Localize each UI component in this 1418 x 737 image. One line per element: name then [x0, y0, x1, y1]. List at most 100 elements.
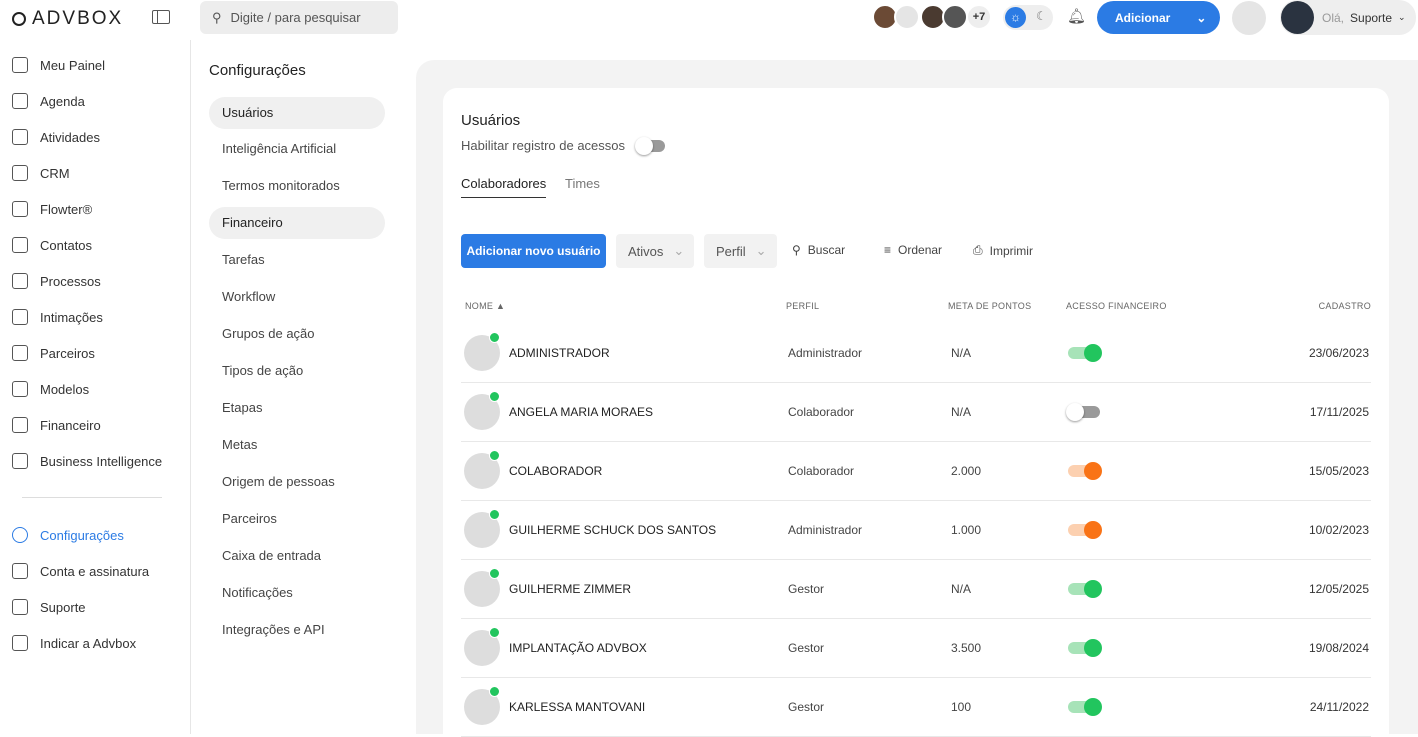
- nav-icon: [12, 237, 28, 253]
- sidebar-item[interactable]: Flowter®: [12, 201, 92, 217]
- avatar: [894, 4, 920, 30]
- nav-icon: [12, 453, 28, 469]
- sidebar-item[interactable]: Indicar a Advbox: [12, 635, 136, 651]
- access-log-toggle[interactable]: [635, 137, 665, 155]
- logo[interactable]: ADVBOX: [12, 8, 123, 30]
- financial-access-toggle[interactable]: [1068, 344, 1102, 362]
- table-row[interactable]: GUILHERME SCHUCK DOS SANTOS Administrado…: [461, 501, 1371, 560]
- access-log-label: Habilitar registro de acessos: [461, 138, 626, 153]
- financial-access-toggle[interactable]: [1068, 698, 1102, 716]
- settings-item[interactable]: Notificações: [222, 585, 293, 600]
- search-icon: ⚲: [212, 9, 222, 25]
- nav-icon: [12, 165, 28, 181]
- settings-item[interactable]: Etapas: [222, 400, 263, 415]
- nav-icon: [12, 599, 28, 615]
- online-status-icon: [489, 509, 500, 520]
- printer-icon: ⎙: [973, 243, 983, 257]
- nav-icon: [12, 93, 28, 109]
- table-row[interactable]: ANGELA MARIA MORAES Colaborador N/A 17/1…: [461, 383, 1371, 442]
- team-avatars[interactable]: +7: [872, 0, 992, 34]
- status-filter[interactable]: Ativos ⌄: [616, 234, 694, 268]
- sidebar-item[interactable]: Modelos: [12, 381, 89, 397]
- search-icon: ⚲: [792, 243, 801, 257]
- table-row[interactable]: GUILHERME ZIMMER Gestor N/A 12/05/2025: [461, 560, 1371, 619]
- add-button[interactable]: Adicionar ⌄: [1097, 1, 1220, 34]
- avatar: [942, 4, 968, 30]
- online-status-icon: [489, 568, 500, 579]
- settings-item[interactable]: Integrações e API: [222, 622, 325, 637]
- sidebar-item[interactable]: Agenda: [12, 93, 85, 109]
- sort-asc-icon: ▲: [496, 301, 506, 311]
- settings-item[interactable]: Origem de pessoas: [222, 474, 335, 489]
- moon-icon: ☾: [1036, 9, 1047, 23]
- logo-icon: [12, 12, 26, 26]
- settings-item[interactable]: Tipos de ação: [222, 363, 304, 378]
- app-switcher-icon[interactable]: [1232, 1, 1266, 35]
- nav-icon: [12, 129, 28, 145]
- search-input[interactable]: ⚲ Digite / para pesquisar: [200, 1, 398, 34]
- settings-item[interactable]: Usuários: [209, 97, 385, 129]
- page-title: Usuários: [461, 112, 521, 129]
- tab-times[interactable]: Times: [565, 176, 600, 191]
- table-row[interactable]: IMPLANTAÇÃO ADVBOX Gestor 3.500 19/08/20…: [461, 619, 1371, 678]
- settings-item[interactable]: Workflow: [222, 289, 276, 304]
- nav-icon: [12, 381, 28, 397]
- sidebar-item[interactable]: CRM: [12, 165, 70, 181]
- avatar: [872, 4, 898, 30]
- sidebar-item[interactable]: Conta e assinatura: [12, 563, 149, 579]
- column-nome[interactable]: NOME ▲: [465, 301, 506, 311]
- table-row[interactable]: KARLESSA MANTOVANI Gestor 100 24/11/2022: [461, 678, 1371, 737]
- avatar: [920, 4, 946, 30]
- print-button[interactable]: ⎙ Imprimir: [973, 243, 1033, 258]
- table-row[interactable]: COLABORADOR Colaborador 2.000 15/05/2023: [461, 442, 1371, 501]
- users-card: [443, 88, 1389, 734]
- settings-item[interactable]: Tarefas: [222, 252, 265, 267]
- settings-item[interactable]: Inteligência Artificial: [222, 141, 337, 156]
- financial-access-toggle[interactable]: [1068, 462, 1102, 480]
- financial-access-toggle[interactable]: [1068, 580, 1102, 598]
- settings-item[interactable]: Termos monitorados: [222, 178, 340, 193]
- sidebar-item[interactable]: Contatos: [12, 237, 92, 253]
- settings-item[interactable]: Metas: [222, 437, 258, 452]
- sidebar-item[interactable]: Business Intelligence: [12, 453, 162, 469]
- sidebar-item[interactable]: Financeiro: [12, 417, 101, 433]
- sidebar-item[interactable]: Atividades: [12, 129, 100, 145]
- settings-item[interactable]: Caixa de entrada: [222, 548, 322, 563]
- settings-item[interactable]: Grupos de ação: [222, 326, 315, 341]
- settings-item[interactable]: Parceiros: [222, 511, 277, 526]
- sidebar-item[interactable]: Configurações: [12, 527, 124, 543]
- chevron-down-icon: ⌄: [1398, 12, 1406, 22]
- sidebar-item[interactable]: Intimações: [12, 309, 103, 325]
- nav-icon: [12, 273, 28, 289]
- financial-access-toggle[interactable]: [1068, 639, 1102, 657]
- table-row[interactable]: ADMINISTRADOR Administrador N/A 23/06/20…: [461, 324, 1371, 383]
- financial-access-toggle[interactable]: [1068, 521, 1102, 539]
- online-status-icon: [489, 332, 500, 343]
- sidebar-item[interactable]: Suporte: [12, 599, 86, 615]
- theme-toggle[interactable]: ☼ ☾: [1003, 5, 1053, 30]
- sidebar-toggle-icon[interactable]: [152, 10, 170, 24]
- online-status-icon: [489, 686, 500, 697]
- sidebar-item[interactable]: Parceiros: [12, 345, 95, 361]
- user-menu[interactable]: Olá, Suporte ⌄: [1280, 0, 1416, 35]
- financial-access-toggle[interactable]: [1066, 403, 1100, 421]
- add-user-button[interactable]: Adicionar novo usuário: [461, 234, 606, 268]
- sort-icon: ≡: [884, 243, 892, 257]
- sidebar-item[interactable]: Meu Painel: [12, 57, 105, 73]
- nav-icon: [12, 417, 28, 433]
- sort-button[interactable]: ≡ Ordenar: [884, 243, 943, 257]
- search-button[interactable]: ⚲ Buscar: [792, 243, 846, 257]
- nav-icon: [12, 635, 28, 651]
- online-status-icon: [489, 391, 500, 402]
- sidebar-item[interactable]: Processos: [12, 273, 101, 289]
- bell-icon[interactable]: 🔔︎: [1067, 8, 1087, 25]
- avatar: [1281, 1, 1314, 34]
- profile-filter[interactable]: Perfil ⌄: [704, 234, 777, 268]
- column-acesso[interactable]: ACESSO FINANCEIRO: [1066, 301, 1167, 311]
- column-meta[interactable]: META DE PONTOS: [948, 301, 1032, 311]
- tab-colaboradores[interactable]: Colaboradores: [461, 176, 547, 198]
- column-cadastro[interactable]: CADASTRO: [1318, 301, 1371, 311]
- settings-item[interactable]: Financeiro: [209, 207, 385, 239]
- nav-icon: [12, 345, 28, 361]
- column-perfil[interactable]: PERFIL: [786, 301, 820, 311]
